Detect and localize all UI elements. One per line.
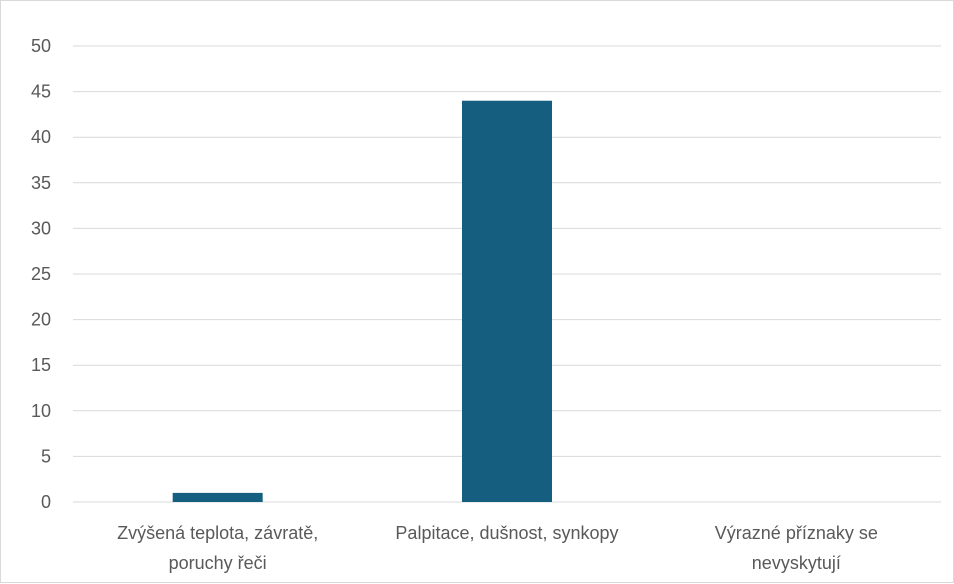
x-category-label-line: nevyskytují: [752, 553, 841, 573]
x-category-label: Palpitace, dušnost, synkopy: [395, 523, 618, 543]
y-tick-label: 45: [31, 82, 51, 102]
y-tick-label: 50: [31, 36, 51, 56]
y-tick-label: 20: [31, 310, 51, 330]
y-tick-label: 0: [41, 492, 51, 512]
y-axis-ticks: 0 5 10 15 20 25 30 35 40 45 50: [31, 36, 51, 512]
x-category-label-line: Výrazné příznaky se: [715, 523, 878, 543]
x-category-label-line: poruchy řeči: [169, 553, 267, 573]
bars: [172, 100, 552, 502]
y-tick-label: 35: [31, 173, 51, 193]
y-tick-label: 15: [31, 355, 51, 375]
y-tick-label: 30: [31, 218, 51, 238]
y-tick-label: 40: [31, 127, 51, 147]
x-category-label: Výrazné příznaky se nevyskytují: [715, 523, 878, 573]
x-category-label: Zvýšená teplota, závratě, poruchy řeči: [117, 523, 318, 573]
bar: [172, 492, 263, 502]
y-tick-label: 5: [41, 446, 51, 466]
y-tick-label: 25: [31, 264, 51, 284]
x-category-label-line: Palpitace, dušnost, synkopy: [395, 523, 618, 543]
x-axis-labels: Zvýšená teplota, závratě, poruchy řeči Pal…: [117, 523, 878, 573]
x-category-label-line: Zvýšená teplota, závratě,: [117, 523, 318, 543]
y-tick-label: 10: [31, 401, 51, 421]
bar: [462, 100, 552, 502]
